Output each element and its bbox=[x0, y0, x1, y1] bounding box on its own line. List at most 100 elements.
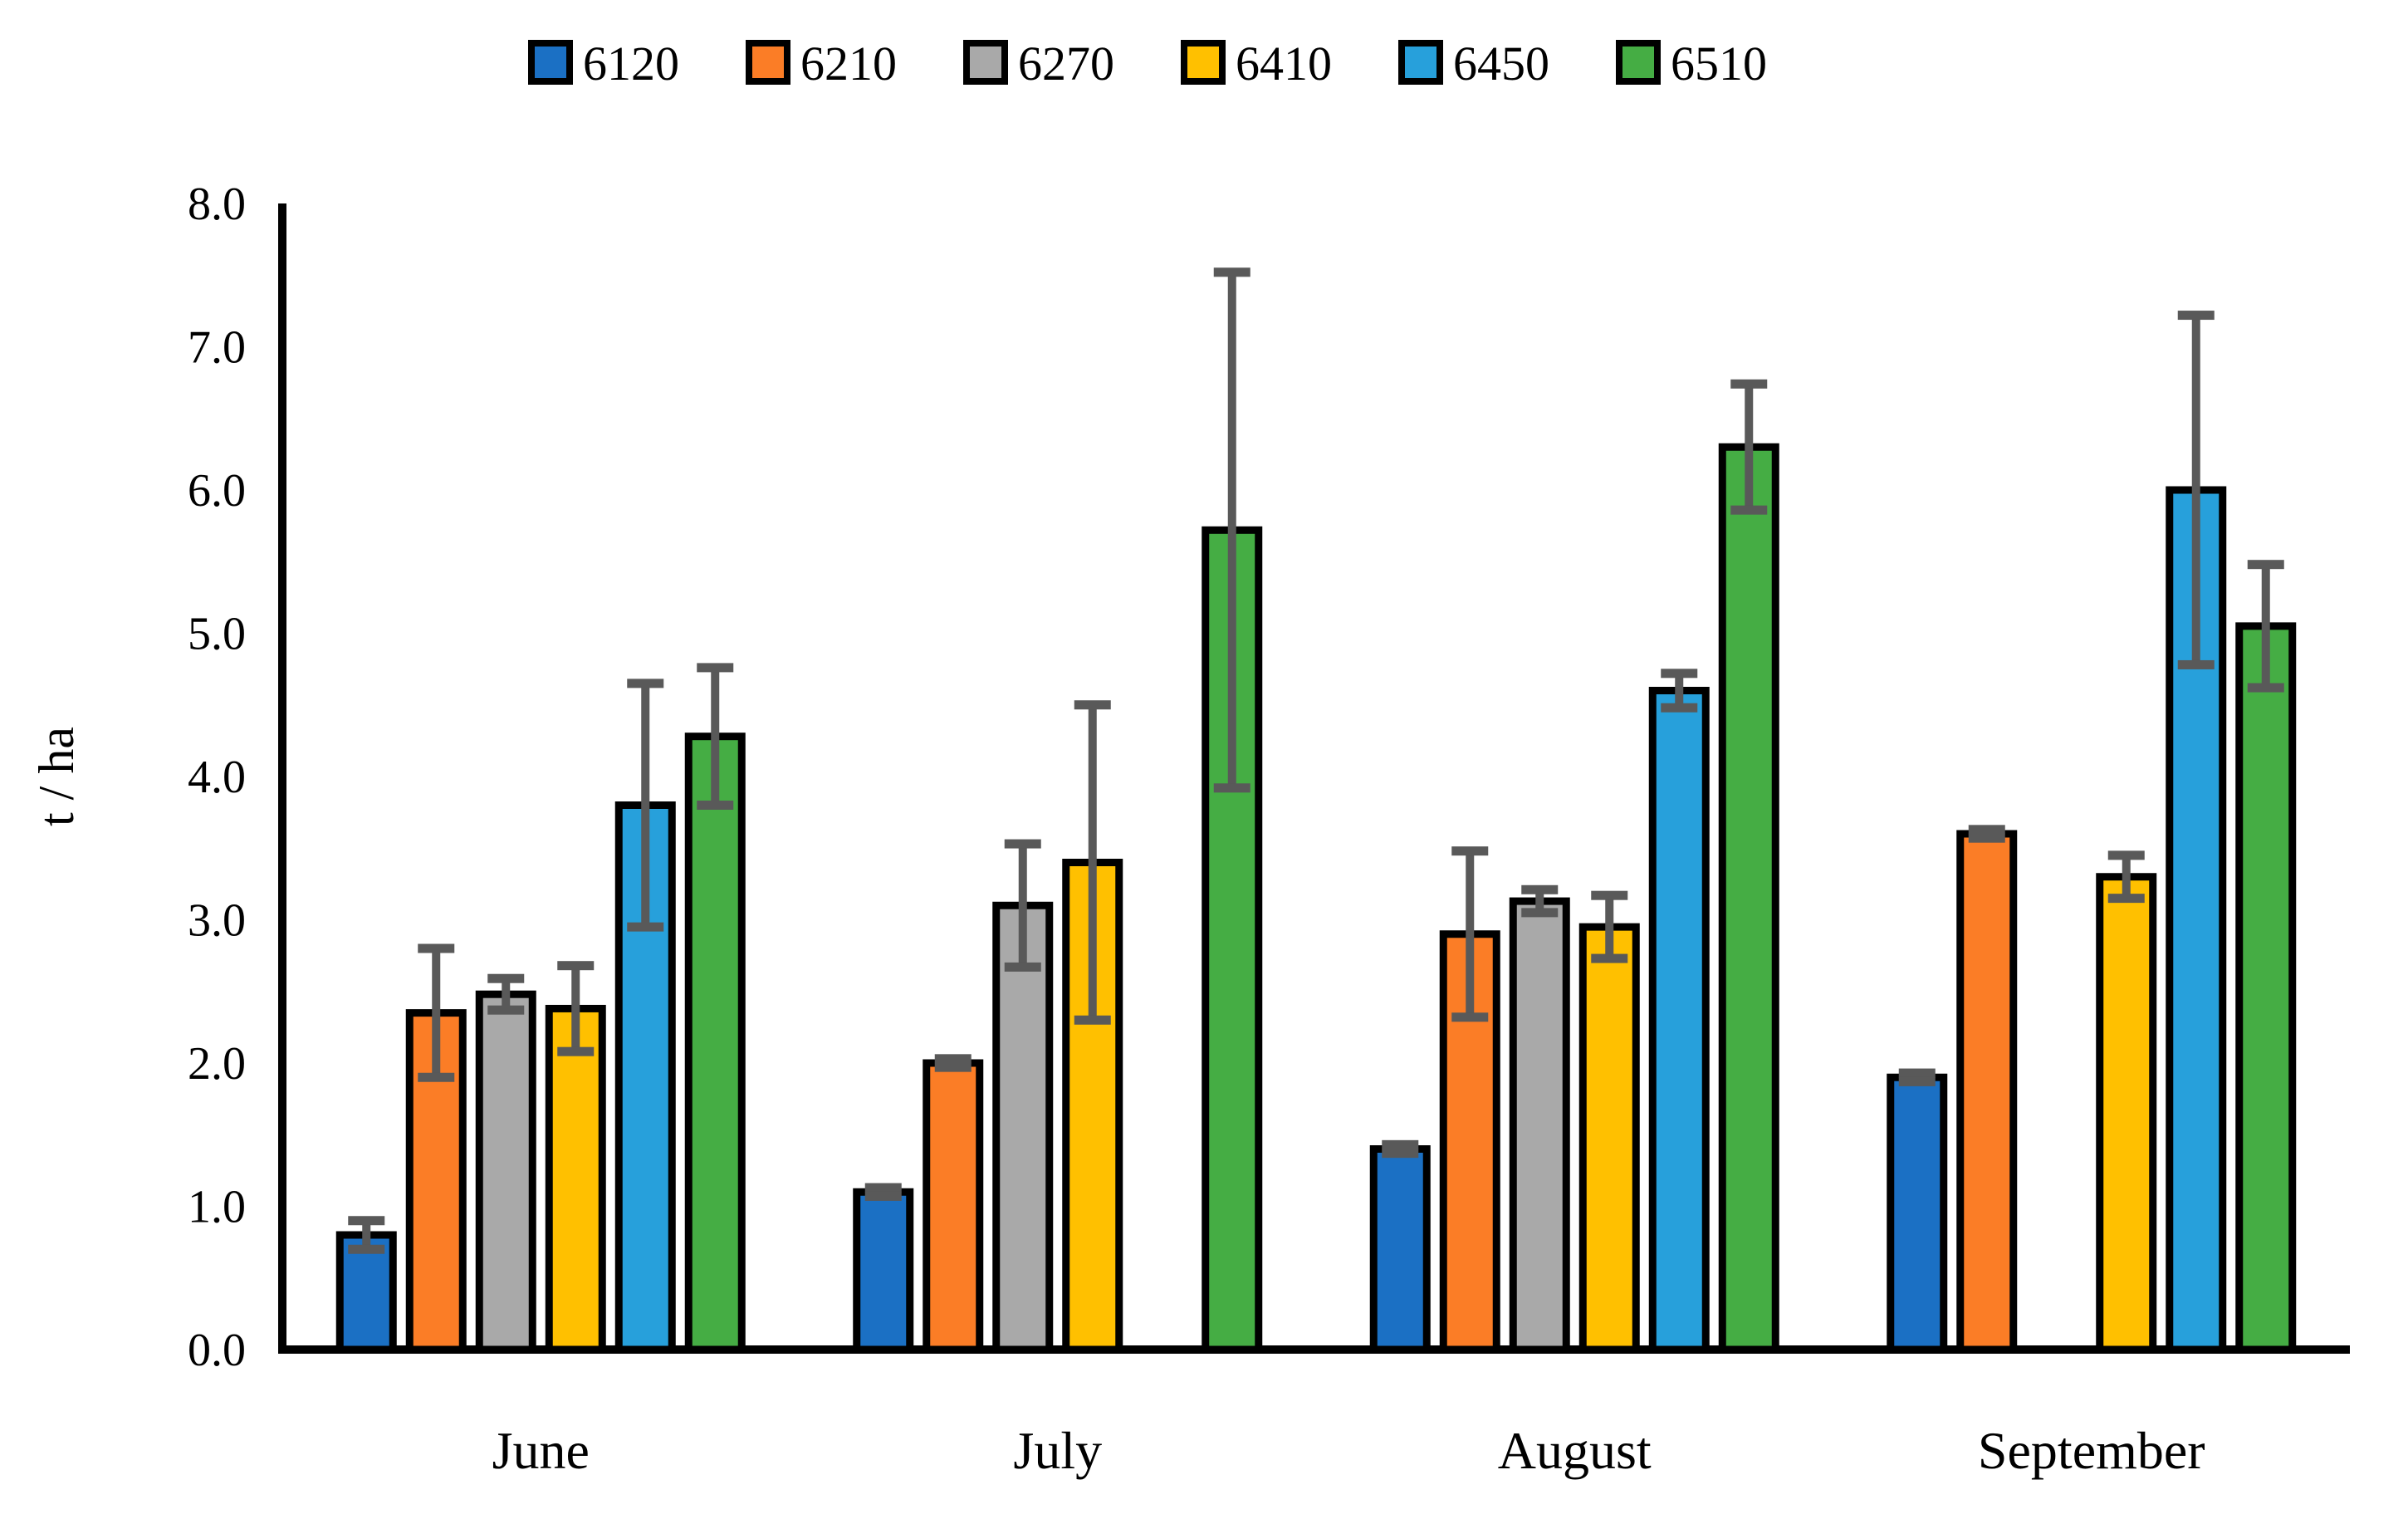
legend-swatch-6120 bbox=[528, 40, 573, 85]
bar-August-6510 bbox=[1718, 443, 1779, 1354]
error-rod-September-6450 bbox=[2191, 315, 2200, 665]
error-rod-August-6510 bbox=[1745, 384, 1754, 511]
error-cap-bottom-June-6120 bbox=[348, 1244, 385, 1254]
legend-swatch-6510 bbox=[1616, 40, 1661, 85]
error-rod-August-6410 bbox=[1605, 895, 1614, 959]
y-tick-label-5.0: 5.0 bbox=[188, 609, 246, 660]
error-cap-bottom-September-6450 bbox=[2177, 659, 2215, 669]
error-cap-top-August-6450 bbox=[1661, 669, 1698, 679]
bar-August-6410 bbox=[1578, 923, 1640, 1354]
x-axis-line bbox=[278, 1345, 2350, 1354]
error-rod-July-6270 bbox=[1018, 844, 1027, 968]
error-rod-June-6410 bbox=[571, 965, 580, 1052]
y-tick-label-8.0: 8.0 bbox=[188, 179, 246, 230]
error-cap-top-September-6210 bbox=[1968, 825, 2005, 835]
error-cap-top-September-6120 bbox=[1898, 1068, 1936, 1078]
legend-label-6410: 6410 bbox=[1236, 37, 1332, 91]
error-cap-bottom-June-6210 bbox=[418, 1072, 455, 1082]
error-cap-top-July-6510 bbox=[1213, 267, 1250, 277]
error-rod-September-6510 bbox=[2261, 564, 2270, 688]
error-cap-top-September-6510 bbox=[2247, 560, 2284, 570]
error-cap-bottom-June-6450 bbox=[627, 922, 664, 932]
error-cap-bottom-June-6410 bbox=[557, 1046, 595, 1056]
error-rod-June-6120 bbox=[362, 1220, 371, 1250]
y-tick-label-1.0: 1.0 bbox=[188, 1182, 246, 1233]
error-cap-bottom-September-6210 bbox=[1968, 833, 2005, 843]
y-tick-label-6.0: 6.0 bbox=[188, 465, 246, 517]
error-cap-top-June-6270 bbox=[487, 973, 525, 983]
bar-June-6450 bbox=[614, 801, 676, 1354]
legend-swatch-6270 bbox=[963, 40, 1008, 85]
error-cap-bottom-July-6410 bbox=[1074, 1015, 1111, 1025]
legend-swatch-6450 bbox=[1398, 40, 1443, 85]
error-cap-top-August-6210 bbox=[1451, 846, 1489, 856]
bar-July-6120 bbox=[853, 1188, 914, 1354]
bar-August-6270 bbox=[1509, 897, 1570, 1354]
error-cap-bottom-August-6120 bbox=[1382, 1149, 1419, 1159]
error-cap-top-July-6120 bbox=[864, 1183, 902, 1193]
bar-July-6210 bbox=[923, 1059, 984, 1354]
error-cap-bottom-September-6410 bbox=[2107, 894, 2145, 904]
bar-June-6510 bbox=[684, 733, 746, 1354]
legend-label-6270: 6270 bbox=[1018, 37, 1114, 91]
legend-label-6120: 6120 bbox=[583, 37, 679, 91]
error-cap-bottom-July-6510 bbox=[1213, 783, 1250, 793]
error-cap-top-August-6410 bbox=[1591, 890, 1628, 900]
error-rod-June-6270 bbox=[502, 978, 511, 1011]
bar-July-6510 bbox=[1202, 526, 1263, 1354]
error-cap-top-June-6450 bbox=[627, 679, 664, 688]
bar-July-6270 bbox=[992, 901, 1054, 1354]
error-rod-June-6510 bbox=[711, 667, 720, 806]
bar-September-6210 bbox=[1956, 830, 2018, 1354]
error-cap-bottom-June-6270 bbox=[487, 1005, 525, 1015]
error-cap-bottom-July-6120 bbox=[864, 1191, 902, 1201]
error-cap-top-September-6410 bbox=[2107, 850, 2145, 860]
legend-label-6450: 6450 bbox=[1453, 37, 1549, 91]
error-rod-June-6450 bbox=[641, 683, 650, 928]
error-rod-July-6410 bbox=[1088, 704, 1097, 1021]
legend-label-6210: 6210 bbox=[800, 37, 897, 91]
error-cap-top-September-6450 bbox=[2177, 311, 2215, 321]
error-cap-bottom-August-6510 bbox=[1730, 505, 1768, 515]
x-label-June: June bbox=[492, 1421, 590, 1480]
bar-June-6410 bbox=[545, 1004, 606, 1354]
error-rod-August-6210 bbox=[1466, 850, 1475, 1017]
legend-swatch-6210 bbox=[746, 40, 790, 85]
error-cap-bottom-September-6510 bbox=[2247, 683, 2284, 693]
error-cap-bottom-August-6270 bbox=[1521, 908, 1559, 918]
error-cap-top-June-6510 bbox=[697, 663, 734, 673]
bar-August-6120 bbox=[1369, 1145, 1431, 1354]
legend-swatch-6410 bbox=[1181, 40, 1226, 85]
error-cap-top-August-6270 bbox=[1521, 884, 1559, 894]
error-cap-bottom-August-6210 bbox=[1451, 1012, 1489, 1022]
error-cap-top-June-6210 bbox=[418, 943, 455, 953]
y-tick-label-3.0: 3.0 bbox=[188, 895, 246, 947]
y-axis-line bbox=[278, 203, 286, 1354]
error-cap-bottom-September-6120 bbox=[1898, 1076, 1936, 1086]
error-cap-top-July-6410 bbox=[1074, 700, 1111, 710]
error-rod-July-6510 bbox=[1227, 272, 1236, 788]
bar-September-6510 bbox=[2235, 622, 2297, 1354]
error-rod-September-6410 bbox=[2122, 855, 2131, 899]
legend-label-6510: 6510 bbox=[1671, 37, 1767, 91]
x-label-September: September bbox=[1978, 1421, 2205, 1480]
error-rod-June-6210 bbox=[432, 948, 441, 1078]
error-cap-top-August-6120 bbox=[1382, 1139, 1419, 1149]
error-cap-bottom-June-6510 bbox=[697, 801, 734, 810]
error-cap-top-July-6270 bbox=[1004, 839, 1041, 849]
error-cap-bottom-July-6210 bbox=[934, 1062, 972, 1072]
error-rod-August-6270 bbox=[1535, 889, 1544, 913]
y-tick-label-7.0: 7.0 bbox=[188, 322, 246, 374]
x-label-August: August bbox=[1498, 1421, 1652, 1480]
error-cap-top-August-6510 bbox=[1730, 379, 1768, 389]
error-cap-bottom-August-6410 bbox=[1591, 953, 1628, 963]
error-cap-top-July-6210 bbox=[934, 1054, 972, 1064]
error-cap-top-June-6410 bbox=[557, 961, 595, 971]
y-tick-label-0.0: 0.0 bbox=[188, 1325, 246, 1376]
error-rod-August-6450 bbox=[1675, 673, 1684, 708]
y-tick-label-4.0: 4.0 bbox=[188, 752, 246, 803]
y-axis-title: t / ha bbox=[29, 727, 84, 826]
bar-September-6120 bbox=[1887, 1073, 1948, 1354]
